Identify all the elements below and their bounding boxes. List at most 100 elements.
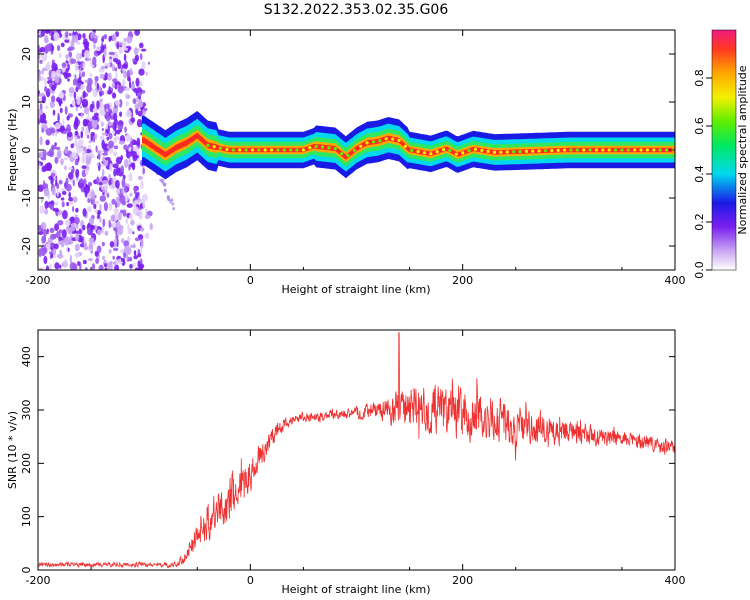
noise-blob <box>128 158 131 164</box>
noise-blob <box>74 159 79 166</box>
noise-blob <box>74 142 78 147</box>
noise-blob <box>134 237 140 242</box>
noise-blob <box>40 247 46 257</box>
noise-blob <box>142 200 146 209</box>
noise-blob <box>115 258 119 265</box>
noise-blob <box>77 261 80 266</box>
noise-blob <box>64 106 68 115</box>
noise-blob <box>55 146 61 151</box>
noise-blob <box>67 64 70 71</box>
noise-blob <box>71 99 76 107</box>
noise-blob <box>84 267 88 270</box>
noise-blob <box>141 61 146 70</box>
noise-blob <box>100 65 106 70</box>
noise-blob <box>62 210 68 220</box>
noise-blob <box>99 91 102 97</box>
noise-blob <box>42 183 49 189</box>
noise-blob <box>134 54 140 62</box>
noise-blob <box>80 131 84 139</box>
noise-blob <box>85 169 89 176</box>
ridge-speckle <box>435 150 439 154</box>
noise-blob <box>98 264 104 270</box>
noise-blob <box>114 202 118 209</box>
noise-blob <box>113 242 116 248</box>
noise-blob <box>133 199 140 205</box>
noise-blob <box>115 100 121 106</box>
ridge-speckle <box>461 151 465 155</box>
noise-blob <box>112 255 115 260</box>
noise-blob <box>81 165 87 170</box>
ridge-speckle <box>289 148 293 152</box>
noise-blob <box>118 140 125 145</box>
noise-blob <box>87 113 90 117</box>
noise-blob <box>66 115 70 121</box>
noise-blob <box>66 201 69 207</box>
x-tick-label: 400 <box>665 574 686 587</box>
noise-blob <box>129 214 133 220</box>
noise-blob <box>38 231 44 235</box>
noise-blob <box>76 144 82 154</box>
ridge-speckle <box>645 148 650 152</box>
noise-blob <box>101 121 104 127</box>
noise-blob <box>38 248 42 258</box>
noise-blob <box>45 105 49 109</box>
noise-blob <box>108 35 112 42</box>
noise-blob <box>113 121 117 131</box>
noise-blob <box>65 54 69 60</box>
noise-blob <box>60 70 63 75</box>
noise-blob <box>103 48 107 58</box>
noise-blob <box>121 63 128 70</box>
noise-blob <box>54 156 59 164</box>
noise-blob <box>95 258 100 264</box>
noise-blob <box>130 84 136 90</box>
noise-blob <box>73 230 80 234</box>
noise-blob <box>45 61 51 71</box>
noise-blob <box>39 205 45 214</box>
noise-blob <box>44 77 47 87</box>
noise-blob <box>68 46 75 51</box>
ridge-speckle <box>518 150 522 154</box>
noise-blob <box>130 162 135 168</box>
noise-blob <box>84 127 90 137</box>
noise-blob <box>65 177 69 186</box>
noise-blob <box>121 79 126 87</box>
noise-blob <box>90 134 94 142</box>
noise-blob <box>117 212 122 221</box>
noise-blob <box>64 39 70 43</box>
noise-blob <box>94 133 98 140</box>
ridge-speckle <box>359 144 363 148</box>
noise-blob <box>88 144 91 150</box>
noise-blob <box>79 105 83 109</box>
y-tick-label: 0 <box>20 147 33 154</box>
noise-blob <box>75 207 79 213</box>
ridge-speckle <box>314 144 318 148</box>
ridge-speckle <box>410 148 414 152</box>
noise-blob <box>106 116 111 122</box>
noise-blob <box>51 186 56 196</box>
noise-blob <box>140 238 144 248</box>
noise-blob <box>112 58 119 63</box>
noise-blob <box>118 47 124 55</box>
ridge-speckle <box>270 148 274 152</box>
noise-blob <box>109 163 113 172</box>
noise-blob <box>120 249 123 253</box>
noise-blob <box>74 130 79 136</box>
noise-blob <box>76 41 81 45</box>
noise-blob <box>74 62 79 72</box>
ridge-speckle <box>505 150 509 154</box>
noise-blob <box>118 99 123 108</box>
noise-blob <box>54 223 60 232</box>
noise-blob <box>83 246 89 250</box>
noise-blob <box>102 168 105 178</box>
noise-blob <box>44 86 48 93</box>
noise-blob <box>67 78 70 82</box>
noise-blob <box>63 71 69 80</box>
noise-blob <box>103 160 109 167</box>
colorbar-tick-label: 0.0 <box>693 261 706 279</box>
noise-blob <box>125 217 128 225</box>
noise-blob <box>59 107 63 114</box>
noise-blob <box>104 263 108 268</box>
noise-blob <box>139 227 145 232</box>
noise-blob <box>44 208 48 215</box>
